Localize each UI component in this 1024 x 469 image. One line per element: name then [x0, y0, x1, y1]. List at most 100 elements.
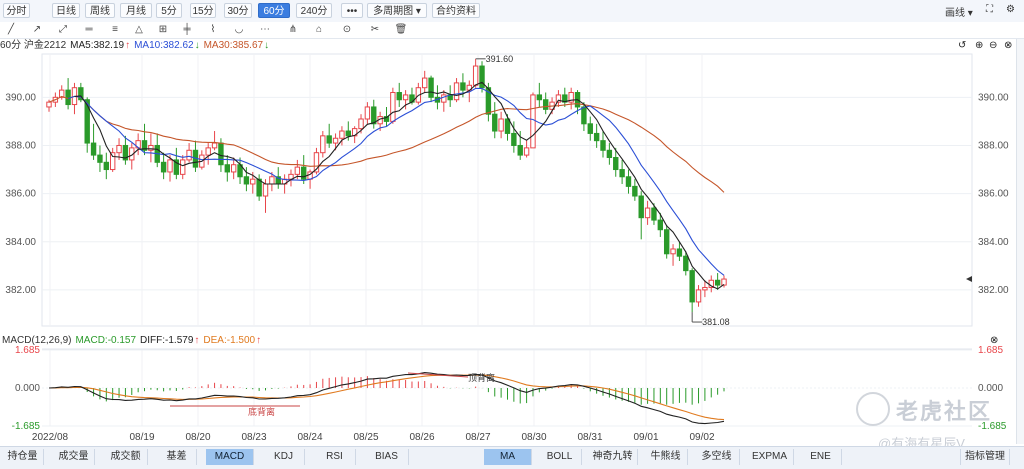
eye-icon[interactable]: ⊙	[342, 24, 352, 35]
period-button[interactable]: 30分	[224, 3, 252, 18]
tiger-logo-icon	[856, 392, 890, 426]
price-tick-right: 390.00	[978, 92, 1009, 103]
overlay-tab[interactable]: ENE	[800, 449, 842, 465]
overlay-tab[interactable]: 多空线	[694, 449, 740, 465]
extended-line-icon[interactable]: ⤢	[59, 24, 67, 35]
settings-icon[interactable]: ⚙	[1006, 4, 1015, 15]
scissors-icon[interactable]: ✂	[370, 24, 380, 35]
vline-tool-icon[interactable]: ╪	[183, 24, 191, 35]
period-button[interactable]: 240分	[296, 3, 332, 18]
overlay-tab[interactable]: MA	[484, 449, 532, 465]
overlay-tab[interactable]: 牛熊线	[644, 449, 688, 465]
candle-body	[167, 159, 173, 173]
fullscreen-icon[interactable]: ⛶	[986, 4, 993, 15]
more-tools-icon[interactable]: ⋯	[260, 24, 270, 35]
trash-icon[interactable]: 🗑	[394, 24, 408, 35]
candle-body	[593, 132, 600, 142]
candle-body	[383, 116, 390, 122]
more-button[interactable]: •••	[341, 3, 363, 18]
price-tick-right: 386.00	[978, 189, 1009, 200]
candle-body	[230, 164, 237, 173]
reset-icon[interactable]: ↺	[958, 40, 967, 51]
price-tick-left: 388.00	[5, 140, 36, 151]
period-button[interactable]: 月线	[120, 3, 152, 18]
arc-tool-icon[interactable]: ◡	[234, 24, 244, 35]
period-button[interactable]: 15分	[190, 3, 216, 18]
candle-body	[498, 118, 504, 132]
indicator-tab[interactable]: 持仓量	[2, 449, 44, 465]
candle-body	[59, 89, 65, 98]
indicator-manage-button[interactable]: 指标管理	[960, 449, 1010, 465]
candle-body	[485, 87, 492, 115]
indicator-tab[interactable]: RSI	[314, 449, 356, 465]
fib-tool-icon[interactable]: ⊞	[158, 24, 168, 35]
indicator-tabs-bar: 持仓量 成交量 成交额 基差 MACD KDJ RSI BIAS MA BOLL 神奇九转 牛熊线多…	[0, 446, 1024, 469]
zoom-in-icon[interactable]: ⊕	[975, 40, 984, 51]
x-tick-label: 08/25	[353, 432, 378, 443]
candle-body	[530, 94, 536, 149]
triangle-tool-icon[interactable]: △	[135, 24, 143, 35]
candle-body	[555, 94, 562, 103]
vertical-scrollbar[interactable]	[1016, 39, 1024, 444]
candle-body	[721, 278, 727, 286]
magnet-icon[interactable]: ⋔	[288, 24, 298, 35]
overlay-tab[interactable]: BOLL	[538, 449, 582, 465]
overlay-tab[interactable]: 神奇九转	[588, 449, 638, 465]
multi-period-button[interactable]: 多周期图 ▾	[367, 3, 427, 18]
macd-tick-right: -1.685	[978, 421, 1007, 432]
period-button[interactable]: 60分	[258, 3, 290, 18]
candle-body	[243, 176, 250, 185]
indicator-tab[interactable]: 成交额	[104, 449, 148, 465]
period-button[interactable]: 周线	[85, 3, 115, 18]
price-tick-right: 384.00	[978, 237, 1009, 248]
indicator-tab[interactable]: 成交量	[53, 449, 95, 465]
draw-line-menu[interactable]: 画线 ▾	[945, 4, 973, 19]
macd-legend: MACD(12,26,9) MACD:-0.157 DIFF:-1.579↑ DEA:…	[2, 334, 265, 347]
diff-value: DIFF:-1.579	[140, 335, 194, 346]
candlestick-chart[interactable]: 390.00 390.00 388.00 388.00 386.00 386.00 384.…	[0, 0, 1024, 446]
candle-body	[256, 178, 262, 197]
zoom-out-icon[interactable]: ⊖	[989, 40, 998, 51]
candle-body	[714, 279, 721, 286]
candle-body	[339, 130, 345, 139]
candle-body	[632, 185, 638, 197]
candle-body	[676, 248, 683, 257]
overlay-tab[interactable]: EXPMA	[746, 449, 794, 465]
close-icon[interactable]: ⊗	[1004, 40, 1013, 51]
candle-body	[479, 65, 485, 89]
period-button[interactable]: 分时	[3, 3, 30, 18]
candle-body	[504, 118, 511, 134]
contract-info-button[interactable]: 合约资料	[432, 3, 480, 18]
x-tick-label: 08/24	[297, 432, 322, 443]
candle-body	[205, 147, 211, 156]
multi-period-label: 多周期图	[373, 6, 414, 17]
candle-body	[224, 164, 231, 173]
ray-tool-icon[interactable]: ↗	[32, 24, 42, 35]
price-pane-frame	[41, 53, 973, 327]
indicator-tab[interactable]: BIAS	[365, 449, 409, 465]
channel-tool-icon[interactable]: ≡	[112, 24, 118, 35]
gann-tool-icon[interactable]: ⌇	[210, 24, 216, 35]
candle-body	[390, 92, 396, 122]
indicator-tab[interactable]: MACD	[206, 449, 254, 465]
indicator-tab[interactable]: 基差	[157, 449, 197, 465]
candle-body	[581, 106, 587, 125]
candle-body	[78, 87, 84, 101]
candle-body	[511, 132, 517, 146]
candle-body	[141, 140, 148, 151]
lock-icon[interactable]: ⌂	[315, 24, 323, 35]
dea-line	[48, 374, 725, 421]
period-button[interactable]: 日线	[52, 3, 80, 18]
down-arrow-icon: ↓	[264, 40, 270, 51]
candle-body	[460, 82, 466, 91]
indicator-tab[interactable]: KDJ	[263, 449, 305, 465]
candle-body	[269, 176, 275, 185]
close-icon[interactable]: ⊗	[990, 335, 999, 346]
macd-name: MACD(12,26,9)	[2, 335, 72, 346]
candle-body	[651, 207, 657, 221]
candle-body	[358, 118, 364, 130]
divergence-label: 顶背离	[468, 372, 495, 383]
period-button[interactable]: 5分	[156, 3, 182, 18]
hline-tool-icon[interactable]: ═	[85, 24, 93, 35]
line-tool-icon[interactable]: ╱	[7, 24, 15, 35]
